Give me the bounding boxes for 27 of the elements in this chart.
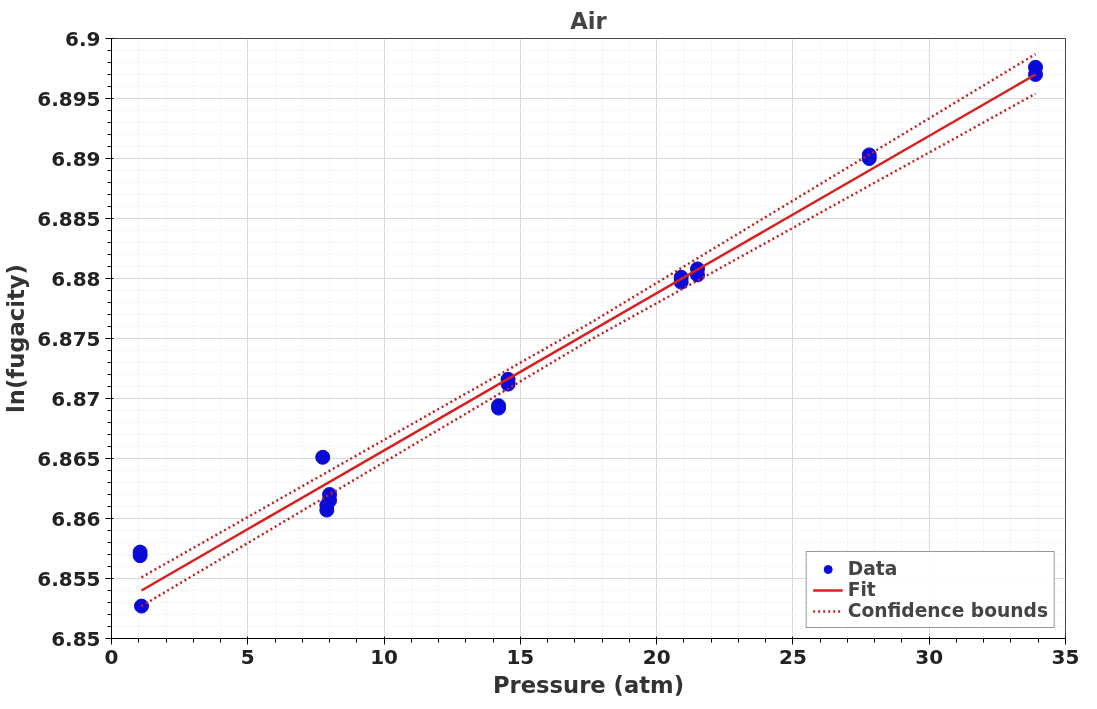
chart-title: Air: [570, 7, 608, 34]
y-tick-label: 6.885: [37, 206, 101, 231]
y-tick-label: 6.85: [51, 626, 101, 651]
x-tick-label: 30: [915, 644, 944, 669]
point: [133, 598, 149, 614]
y-tick-label: 6.855: [37, 566, 101, 591]
y-tick-label: 6.865: [37, 446, 101, 471]
x-tick-label: 25: [779, 644, 807, 669]
x-tick-label: 15: [506, 644, 535, 669]
x-tick-label: 5: [240, 644, 255, 669]
y-tick-label: 6.86: [51, 506, 101, 531]
point: [315, 449, 331, 465]
legend-label: Fit: [847, 579, 876, 600]
y-tick-label: 6.88: [51, 266, 101, 291]
x-tick-label: 35: [1051, 644, 1080, 669]
legend-label: Confidence bounds: [847, 600, 1048, 621]
y-tick-label: 6.87: [51, 386, 101, 411]
y-tick-label: 6.89: [51, 146, 101, 171]
y-tick-label: 6.875: [37, 326, 101, 351]
x-tick-label: 10: [370, 644, 398, 669]
legend-label: Data: [847, 558, 898, 579]
x-tick-label: 20: [642, 644, 671, 669]
x-tick-label: 0: [104, 644, 119, 669]
y-axis-title: ln(fugacity): [3, 264, 30, 413]
x-axis-title: Pressure (atm): [492, 671, 685, 698]
y-tick-label: 6.895: [37, 86, 101, 111]
y-tick-label: 6.9: [65, 26, 101, 51]
